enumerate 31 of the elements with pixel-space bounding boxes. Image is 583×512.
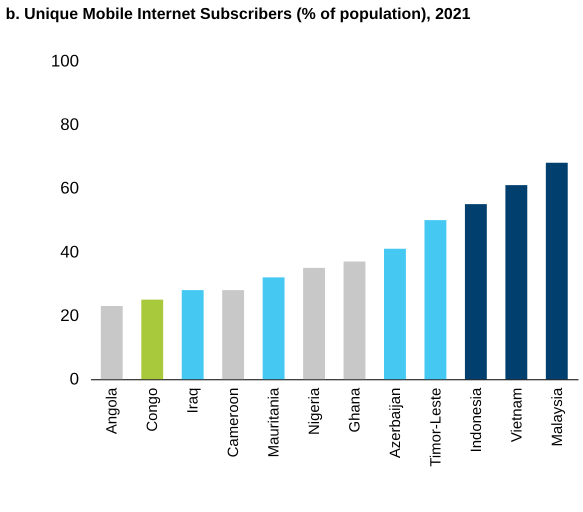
y-tick-label: 80 (60, 115, 80, 134)
y-tick-label: 100 (50, 51, 80, 70)
x-tick-label: Congo (144, 388, 162, 432)
y-tick-label: 20 (60, 306, 80, 326)
bar (141, 300, 164, 380)
bar (222, 290, 244, 380)
bar (182, 290, 204, 380)
x-tick-label: Mauritania (266, 387, 283, 458)
bar (384, 248, 406, 380)
y-tick-label: 40 (60, 242, 80, 262)
bar (100, 306, 123, 380)
bar (424, 220, 446, 380)
bar (344, 261, 366, 380)
bar (303, 268, 325, 380)
y-tick-label: 0 (70, 370, 80, 389)
bar (464, 204, 487, 380)
x-tick-label: Timor-Leste (427, 388, 444, 467)
x-tick-label: Azerbaijan (386, 388, 404, 458)
bar (262, 277, 285, 380)
x-tick-label: Malaysia (548, 387, 566, 447)
x-tick-label: Nigeria (306, 387, 324, 435)
bar (505, 185, 528, 380)
x-tick-label: Ghana (346, 387, 364, 432)
x-tick-label: Angola (104, 387, 121, 434)
x-tick-label: Vietnam (508, 388, 526, 442)
y-tick-label: 60 (60, 178, 80, 198)
chart-title: b. Unique Mobile Internet Subscribers (% of population), 2021 (6, 6, 471, 24)
x-tick-label: Indonesia (468, 387, 485, 452)
bar (546, 162, 568, 380)
x-tick-label: Cameroon (225, 388, 242, 458)
x-tick-label: Iraq (184, 388, 202, 414)
